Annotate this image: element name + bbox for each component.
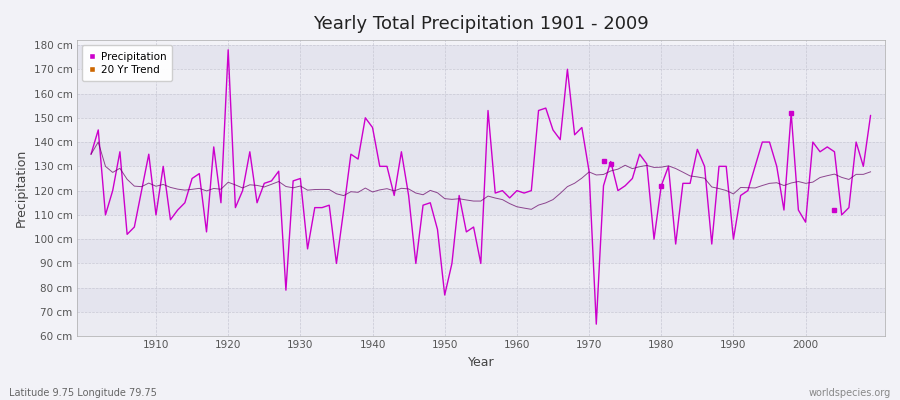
Legend: Precipitation, 20 Yr Trend: Precipitation, 20 Yr Trend: [82, 45, 173, 81]
Bar: [76, 69, 885, 94]
Bar: [76, 45, 885, 69]
Text: Latitude 9.75 Longitude 79.75: Latitude 9.75 Longitude 79.75: [9, 388, 157, 398]
Bar: [76, 118, 885, 142]
Bar: [76, 239, 885, 264]
Bar: [76, 94, 885, 118]
X-axis label: Year: Year: [467, 356, 494, 369]
Bar: [76, 215, 885, 239]
Bar: [76, 264, 885, 288]
Bar: [76, 288, 885, 312]
Title: Yearly Total Precipitation 1901 - 2009: Yearly Total Precipitation 1901 - 2009: [313, 15, 649, 33]
Text: worldspecies.org: worldspecies.org: [809, 388, 891, 398]
Bar: [76, 312, 885, 336]
Bar: [76, 191, 885, 215]
Bar: [76, 142, 885, 166]
Y-axis label: Precipitation: Precipitation: [15, 149, 28, 227]
Bar: [76, 166, 885, 191]
